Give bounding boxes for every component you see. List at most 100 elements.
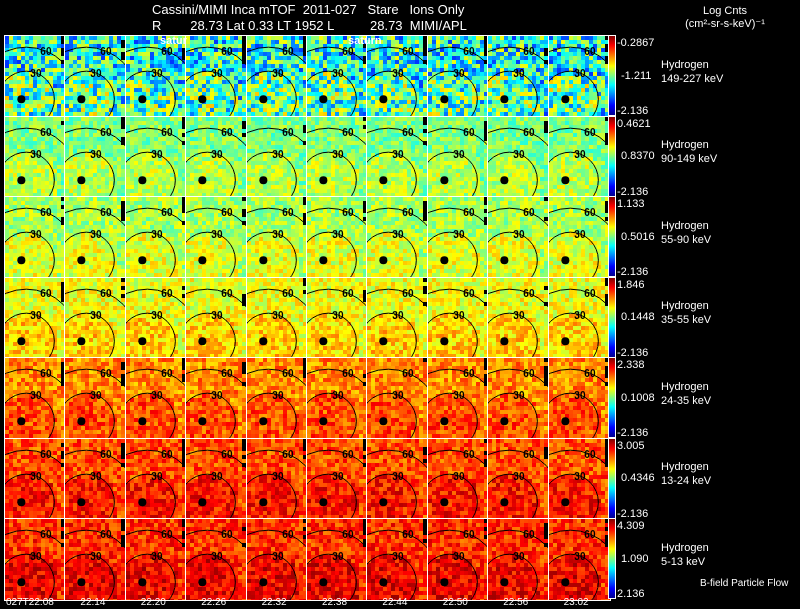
colorbar <box>608 35 616 116</box>
image-panel <box>487 518 551 601</box>
image-panel <box>185 35 249 118</box>
image-panel <box>4 437 67 521</box>
time-tick-label: 22:32 <box>261 597 287 608</box>
image-panel <box>64 196 128 279</box>
time-tick-label: 22:38 <box>322 597 348 608</box>
image-panel <box>4 276 67 360</box>
time-tick-label: 22:44 <box>382 597 408 608</box>
time-tick-label: 027T22:08 <box>6 597 54 608</box>
colorbar-min-label: 2.136 <box>617 588 645 600</box>
species-label: Hydrogen 90-149 keV <box>661 138 717 166</box>
image-panel <box>426 437 490 521</box>
species-name: Hydrogen <box>661 300 709 312</box>
units-label-2: (cm²-sr-s-keV)⁻¹ <box>685 18 765 30</box>
colorbar-max-label: 4.309 <box>617 520 645 532</box>
species-name: Hydrogen <box>661 58 709 71</box>
energy-range: 90-149 keV <box>661 153 718 165</box>
colorbar-max-label: 3.005 <box>617 439 645 452</box>
colorbar <box>608 196 616 277</box>
colorbar-mid-label: 0.1448 <box>621 311 655 323</box>
time-tick-label: 22:20 <box>140 597 166 608</box>
energy-range: 5-13 keV <box>661 555 706 568</box>
image-panel <box>547 35 611 118</box>
image-panel <box>366 115 430 199</box>
species-label: Hydrogen 24-35 keV <box>661 380 711 408</box>
energy-range: 35-55 keV <box>661 314 712 326</box>
image-panel <box>185 196 249 279</box>
image-panel <box>124 437 188 521</box>
colorbar <box>608 357 616 438</box>
image-panel <box>185 357 249 440</box>
time-tick-label: 22:50 <box>442 597 468 608</box>
species-label: Hydrogen 35-55 keV <box>661 299 711 327</box>
image-panel <box>426 115 490 199</box>
species-name: Hydrogen <box>661 219 709 232</box>
footer-label: B-field Particle Flow <box>700 578 789 589</box>
image-panel <box>4 115 67 199</box>
units-label: Log Cnts <box>702 5 748 17</box>
image-panel <box>426 518 490 601</box>
image-panel <box>185 437 249 521</box>
image-panel <box>64 276 128 360</box>
colorbar-max-label: -0.2867 <box>617 37 655 49</box>
image-panel <box>306 35 369 118</box>
colorbar-min-label: -2.136 <box>617 266 649 278</box>
colorbar-max-label: 1.846 <box>617 278 645 291</box>
colorbar-max-label: 1.133 <box>617 198 645 210</box>
species-name: Hydrogen <box>661 461 709 473</box>
colorbar-mid-label: 1.090 <box>621 552 649 565</box>
time-tick-label: 23:02 <box>563 597 589 608</box>
image-panel <box>124 357 188 440</box>
energy-range: 149-227 keV <box>661 72 724 85</box>
image-panel <box>426 196 490 279</box>
image-panel <box>64 115 128 199</box>
image-panel <box>487 357 551 440</box>
colorbar <box>608 437 616 519</box>
image-panel <box>366 196 430 279</box>
image-panel <box>306 115 369 199</box>
image-panel <box>124 196 188 279</box>
image-panel <box>366 437 430 521</box>
image-panel <box>547 196 611 279</box>
plot-title: Cassini/MIMI Inca mTOF 2011-027 Stare Io… <box>152 2 465 17</box>
colorbar-max-label: 0.4621 <box>617 117 651 130</box>
colorbar-mid-label: -1.211 <box>621 69 652 82</box>
image-panel <box>547 437 611 521</box>
image-panel <box>124 115 188 199</box>
time-tick-label: 22:26 <box>201 597 227 608</box>
species-label: Hydrogen 149-227 keV <box>661 58 723 86</box>
annotation-saturn-2: saturn <box>348 35 382 47</box>
time-tick-label: 22:14 <box>80 597 106 608</box>
image-panel <box>124 35 188 118</box>
image-panel <box>487 437 551 521</box>
image-panel <box>185 276 249 360</box>
colorbar-min-label: -2.136 <box>617 427 649 439</box>
image-panel <box>366 518 430 601</box>
image-panel <box>64 35 128 118</box>
image-panel <box>185 115 249 199</box>
image-panel <box>487 276 551 360</box>
image-panel <box>487 115 551 199</box>
orbit-info: R 28.73 Lat 0.33 LT 1952 L 28.73 MIMI/AP… <box>152 18 467 33</box>
image-panel <box>245 115 309 199</box>
image-panel <box>124 276 188 360</box>
colorbar-min-label: -2.136 <box>617 185 649 198</box>
colorbar-min-label: -2.136 <box>617 105 649 117</box>
colorbar-mid-label: 0.5016 <box>621 230 655 243</box>
image-panel <box>245 437 309 521</box>
colorbar <box>608 518 616 599</box>
colorbar-max-label: 2.338 <box>617 359 645 371</box>
colorbar-min-label: -2.136 <box>617 507 649 520</box>
image-panel <box>245 357 309 440</box>
energy-range: 24-35 keV <box>661 394 712 407</box>
image-panel <box>4 196 67 279</box>
species-label: Hydrogen 55-90 keV <box>661 219 711 247</box>
image-panel <box>366 35 430 118</box>
energy-range: 55-90 keV <box>661 233 712 246</box>
colorbar-min-label: -2.136 <box>617 346 649 359</box>
image-panel <box>547 276 611 360</box>
colorbar <box>608 115 616 197</box>
colorbar <box>608 276 616 358</box>
energy-range: 13-24 keV <box>661 475 712 487</box>
time-tick-label: 22:56 <box>503 597 529 608</box>
